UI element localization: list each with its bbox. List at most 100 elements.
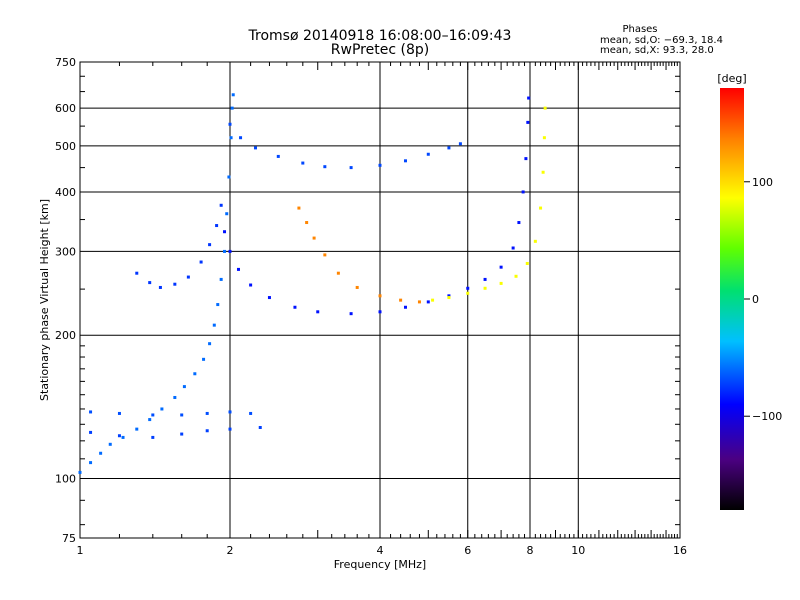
x-tick-label: 8 [527, 544, 534, 557]
data-point [121, 435, 125, 439]
data-point [293, 305, 297, 309]
data-point [399, 298, 403, 302]
data-point [378, 163, 382, 167]
data-point [117, 411, 121, 415]
y-tick-label: 200 [55, 329, 76, 342]
data-point [193, 372, 197, 376]
data-point [231, 93, 235, 97]
colorbar-tick-label: 100 [752, 176, 773, 189]
data-point [349, 166, 353, 170]
x-tick-label: 2 [227, 544, 234, 557]
data-point [160, 407, 164, 411]
y-tick-label: 300 [55, 245, 76, 258]
data-point [517, 221, 521, 225]
data-point [212, 323, 216, 327]
data-point [431, 298, 435, 302]
data-point [305, 221, 309, 225]
data-point [417, 300, 421, 304]
data-point [208, 342, 212, 346]
data-point [228, 427, 232, 431]
data-point [525, 261, 529, 265]
data-point [186, 275, 190, 279]
data-point [447, 294, 451, 298]
data-point [466, 291, 470, 295]
phase-stats-x: mean, sd,X: 93.3, 28.0 [600, 45, 714, 56]
data-point [249, 411, 253, 415]
data-point [312, 236, 316, 240]
data-point [355, 285, 359, 289]
data-point [223, 230, 227, 234]
data-point [89, 461, 93, 465]
data-point [135, 271, 139, 275]
data-point [541, 170, 545, 174]
data-point [89, 430, 93, 434]
x-tick-label: 4 [377, 544, 384, 557]
data-point [403, 159, 407, 163]
data-point [276, 154, 280, 158]
data-point [542, 136, 546, 140]
data-point [378, 294, 382, 298]
data-point [173, 395, 177, 399]
y-tick-label: 75 [62, 532, 76, 545]
data-point [108, 442, 112, 446]
x-tick-label: 6 [464, 544, 471, 557]
colorbar-ticks: 100 0 −100 [744, 176, 782, 423]
data-point [323, 253, 327, 257]
data-point [483, 286, 487, 290]
x-tick-label: 10 [571, 544, 585, 557]
data-point [205, 411, 209, 415]
grid-lines [80, 62, 680, 538]
data-point [199, 260, 203, 264]
data-point [182, 385, 186, 389]
x-tick-label: 1 [77, 544, 84, 557]
data-point [258, 425, 262, 429]
data-point [301, 161, 305, 165]
data-point [403, 305, 407, 309]
x-tick-label: 16 [673, 544, 687, 557]
y-axis-label: Stationary phase Virtual Height [km] [38, 199, 51, 401]
phase-stats-o: mean, sd,O: −69.3, 18.4 [600, 35, 723, 46]
data-point [253, 146, 257, 150]
data-point [148, 418, 152, 422]
data-point [228, 122, 232, 126]
data-point [543, 106, 547, 110]
colorbar-tick-label: −100 [752, 410, 782, 423]
data-point [521, 190, 525, 194]
data-point [180, 413, 184, 417]
chart-title: Tromsø 20140918 16:08:00–16:09:43 [248, 28, 512, 44]
data-point [511, 246, 515, 250]
chart-subtitle: RwPretec (8p) [331, 42, 429, 58]
y-axis-ticks: 75 100 200 300 400 500 600 750 [55, 56, 680, 545]
data-point [173, 282, 177, 286]
data-point [323, 165, 327, 169]
data-point [223, 249, 227, 253]
data-point [236, 267, 240, 271]
data-point [539, 206, 543, 210]
data-point [180, 432, 184, 436]
data-point [78, 470, 82, 474]
colorbar [720, 88, 744, 510]
data-point [239, 136, 243, 140]
data-point [483, 277, 487, 281]
data-point [378, 310, 382, 314]
y-tick-label: 500 [55, 140, 76, 153]
data-point [499, 281, 503, 285]
data-point [458, 142, 462, 146]
data-point [205, 429, 209, 433]
data-point [219, 277, 223, 281]
data-point [499, 265, 503, 269]
colorbar-tick-label: 0 [752, 293, 759, 306]
data-point [208, 243, 212, 247]
data-point [219, 203, 223, 207]
data-point [524, 157, 528, 161]
data-point [227, 175, 231, 179]
data-point [447, 296, 451, 300]
data-point [89, 410, 93, 414]
data-point [151, 413, 155, 417]
data-point [349, 312, 353, 316]
data-point [216, 303, 220, 307]
data-point [249, 283, 253, 287]
data-point [151, 435, 155, 439]
